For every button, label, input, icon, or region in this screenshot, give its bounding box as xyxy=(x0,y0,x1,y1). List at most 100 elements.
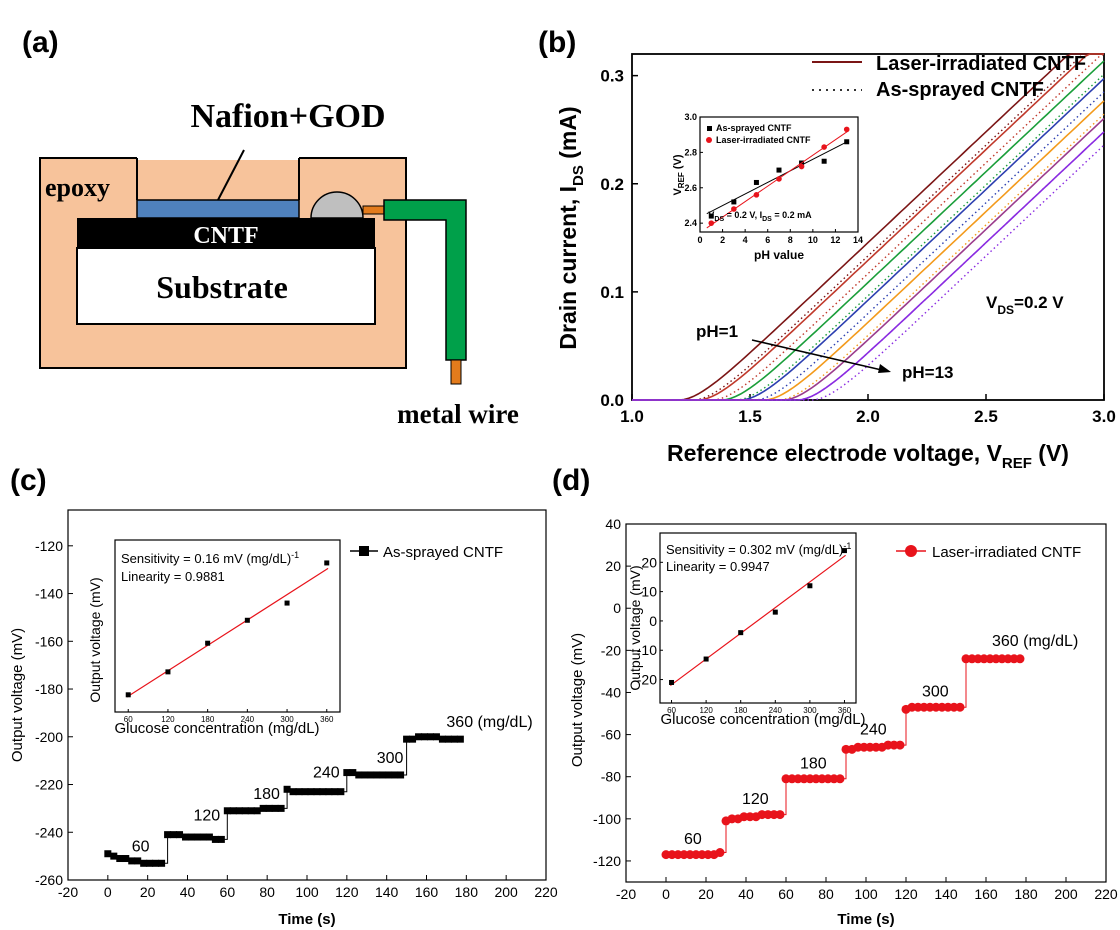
c-data-point xyxy=(265,804,273,812)
c-xtick-label: 220 xyxy=(534,884,558,900)
d-inset-xtick-label: 180 xyxy=(734,706,748,715)
b-ytick-label: 0.1 xyxy=(600,283,624,302)
inset-b-note: VDS = 0.2 V, IDS = 0.2 mA xyxy=(708,210,812,223)
c-data-point xyxy=(385,771,393,779)
c-data-point xyxy=(193,833,201,841)
d-inset-fit-line xyxy=(670,554,846,687)
d-ytick-label: -80 xyxy=(601,769,621,785)
panel-label-b: (b) xyxy=(538,26,576,59)
nafion-god-label: Nafion+GOD xyxy=(190,98,385,135)
bi-point-laser xyxy=(708,220,715,226)
c-inset-point xyxy=(324,560,330,566)
d-ytick-label: -100 xyxy=(593,811,621,827)
c-inset-point xyxy=(205,640,211,646)
metal-wire-label: metal wire xyxy=(397,399,519,429)
d-data-point xyxy=(1015,654,1025,664)
c-xtick-label: 60 xyxy=(220,884,236,900)
d-data-point xyxy=(955,702,965,712)
d-xtick-label: 120 xyxy=(894,886,918,902)
d-data-point xyxy=(775,810,785,820)
d-step-label: 300 xyxy=(922,684,949,701)
legend-c-label: As-sprayed CNTF xyxy=(383,544,503,561)
c-data-point xyxy=(409,735,417,743)
c-data-point xyxy=(313,788,321,796)
c-inset-point xyxy=(125,692,131,698)
legend-b-dotted: As-sprayed CNTF xyxy=(876,79,1044,101)
chart-b-inset: 0 2 4 6 8 10 12 142.42.62.83.0 As-sprayed CNTF … xyxy=(672,112,863,262)
d-step-label: 180 xyxy=(800,755,827,772)
legend-b-solid: Laser-irradiated CNTF xyxy=(876,53,1086,75)
bi-point-sprayed xyxy=(821,158,827,164)
c-step-label: 120 xyxy=(193,807,220,824)
d-xtick-label: 80 xyxy=(818,886,834,902)
c-inset-xtick-label: 300 xyxy=(280,715,294,724)
c-data-point xyxy=(277,804,285,812)
d-xtick-label: 0 xyxy=(662,886,670,902)
d-inset-point xyxy=(669,679,675,685)
c-step-label: 60 xyxy=(132,838,150,855)
c-data-point xyxy=(355,771,363,779)
c-data-point xyxy=(337,788,345,796)
bi-ytick-label: 2.6 xyxy=(684,183,697,193)
inset-c-ylabel: Output voltage (mV) xyxy=(87,577,103,702)
panel-label-d: (d) xyxy=(552,464,590,497)
bi-point-sprayed xyxy=(731,199,737,205)
c-step-label: 240 xyxy=(313,764,340,781)
inset-c-linearity: Linearity = 0.9881 xyxy=(121,569,225,584)
c-ytick-label: -200 xyxy=(35,729,63,745)
c-data-point xyxy=(104,850,112,858)
b-xtick-label: 2.5 xyxy=(974,407,998,426)
c-xtick-label: 80 xyxy=(259,884,275,900)
c-data-point xyxy=(325,788,333,796)
chart-d-xlabel: Time (s) xyxy=(837,911,894,928)
bi-point-laser xyxy=(753,192,760,198)
c-xtick-label: 40 xyxy=(180,884,196,900)
d-xtick-label: 200 xyxy=(1054,886,1078,902)
inset-c-frame xyxy=(114,539,341,713)
ph1-label: pH=1 xyxy=(696,322,738,341)
c-xtick-label: -20 xyxy=(58,884,78,900)
d-inset-xtick-label: 360 xyxy=(838,706,852,715)
c-data-point xyxy=(403,735,411,743)
c-data-point xyxy=(217,835,225,843)
c-xtick-label: 160 xyxy=(415,884,439,900)
d-xtick-label: 140 xyxy=(934,886,958,902)
c-xtick-label: 200 xyxy=(494,884,518,900)
panel-label-a: (a) xyxy=(22,26,59,59)
d-inset-xtick-label: 60 xyxy=(667,706,676,715)
b-curve-laser xyxy=(632,53,1104,401)
c-data-point xyxy=(158,859,166,867)
c-data-point xyxy=(331,788,339,796)
bi-point-sprayed xyxy=(844,139,850,145)
b-curve-laser xyxy=(632,53,1104,401)
bi-xtick-label: 0 xyxy=(697,235,702,245)
c-data-point xyxy=(152,859,160,867)
b-xtick-label: 2.0 xyxy=(856,407,880,426)
d-inset-ytick-label: -10 xyxy=(637,642,657,658)
c-data-point xyxy=(289,788,297,796)
c-data-point xyxy=(444,735,452,743)
d-inset-xtick-label: 240 xyxy=(769,706,783,715)
cntf-layer xyxy=(77,218,375,248)
c-data-point xyxy=(229,807,237,815)
c-data-point xyxy=(343,769,351,777)
inset-d-ylabel: Output voltage (mV) xyxy=(627,565,643,690)
c-data-point xyxy=(438,735,446,743)
inset-b-legend-square xyxy=(707,126,712,131)
c-data-point xyxy=(128,857,136,865)
d-step-label: 360 (mg/dL) xyxy=(992,633,1078,650)
c-inset-point xyxy=(244,617,250,623)
bi-point-sprayed xyxy=(776,167,782,173)
legend-d-marker xyxy=(905,545,917,557)
c-data-point xyxy=(134,857,142,865)
b-curve-laser xyxy=(632,131,1105,401)
b-curve-sprayed xyxy=(632,91,1105,401)
ph-arrow xyxy=(751,339,887,372)
bi-point-sprayed xyxy=(753,179,759,185)
c-data-point xyxy=(450,735,458,743)
c-data-point xyxy=(241,807,249,815)
d-inset-point xyxy=(841,548,847,554)
c-data-point xyxy=(319,788,327,796)
c-inset-fit-line xyxy=(126,567,329,698)
c-xtick-label: 180 xyxy=(455,884,479,900)
